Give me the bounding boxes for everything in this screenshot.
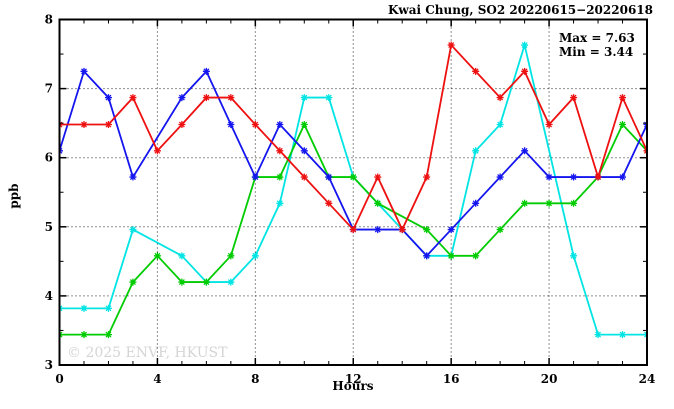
- x-tick-label: 4: [153, 372, 161, 386]
- y-tick-label: 5: [45, 220, 53, 234]
- y-axis-label: ppb: [7, 183, 21, 208]
- y-tick-label: 7: [45, 82, 53, 96]
- x-tick-label: 16: [443, 372, 460, 386]
- x-tick-label: 12: [345, 372, 362, 386]
- y-tick-label: 8: [45, 13, 53, 27]
- data-series: [59, 41, 648, 339]
- series-cyan: [59, 41, 648, 339]
- y-tick-label: 3: [45, 358, 53, 372]
- min-annotation: Min = 3.44: [559, 45, 633, 59]
- x-tick-label: 0: [55, 372, 63, 386]
- x-tick-label: 8: [251, 372, 259, 386]
- series-cyan-markers: [59, 41, 648, 339]
- chart-title: Kwai Chung, SO2 20220615−20220618: [388, 3, 653, 17]
- x-axis-label: Hours: [332, 379, 373, 393]
- watermark: © 2025 ENVF, HKUST: [67, 345, 228, 361]
- tick-labels: 0 4 8 12 16 20 24 3 4 5 6 7 8: [45, 13, 656, 387]
- x-tick-label: 24: [639, 372, 656, 386]
- plot-frame: [58, 18, 648, 366]
- series-red-line: [59, 43, 648, 232]
- y-tick-label: 4: [45, 289, 53, 303]
- grid-lines: [59, 19, 647, 365]
- series-blue-line: [59, 69, 648, 258]
- max-annotation: Max = 7.63: [559, 31, 635, 45]
- y-tick-label: 6: [45, 151, 53, 165]
- series-green-line: [59, 122, 648, 336]
- x-tick-label: 20: [541, 372, 558, 386]
